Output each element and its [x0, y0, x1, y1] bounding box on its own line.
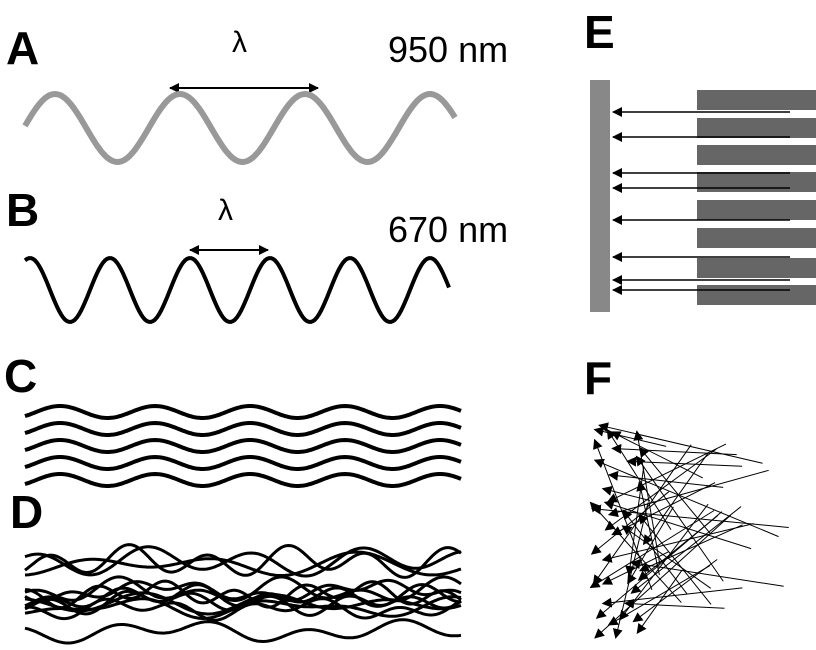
panel-label: C	[4, 350, 37, 402]
panel-label: E	[584, 6, 615, 58]
lambda-symbol: λ	[232, 26, 247, 59]
source-block	[697, 145, 816, 165]
wave	[25, 474, 461, 486]
wave	[25, 440, 461, 452]
ray-arrow	[595, 460, 779, 537]
source-block	[697, 285, 816, 305]
ray-arrow	[612, 448, 737, 454]
figure: A λ 950 nm B λ 670 nm C D E F	[0, 0, 816, 650]
source-block	[697, 118, 816, 138]
panel-label: D	[10, 486, 43, 538]
panel-label: A	[6, 22, 39, 74]
ray-arrow	[625, 603, 725, 608]
detector-bar	[590, 80, 610, 312]
ray-arrow	[612, 483, 715, 535]
waves	[25, 94, 461, 643]
page: {"panels": { "a": {"label": "A", "symbol…	[0, 0, 816, 650]
panel-label: B	[6, 184, 39, 236]
panel-f-graphics	[590, 425, 788, 638]
ray-arrow	[603, 489, 650, 501]
panel-label: F	[584, 352, 612, 404]
source-block	[697, 172, 816, 192]
wave	[25, 620, 461, 643]
ray-arrow	[633, 559, 717, 621]
wave	[25, 94, 455, 162]
panel-e-graphics	[613, 90, 816, 305]
ray-arrow	[623, 510, 687, 594]
ray-arrow	[599, 425, 762, 463]
wave	[25, 258, 449, 322]
source-block	[697, 258, 816, 278]
wave	[25, 423, 461, 435]
wave	[25, 457, 461, 469]
wavelength-label: 670 nm	[388, 209, 508, 250]
wave	[25, 406, 461, 418]
source-block	[697, 228, 816, 248]
source-block	[697, 90, 816, 110]
wavelength-label: 950 nm	[388, 29, 508, 70]
ray-arrow	[636, 456, 723, 581]
lambda-symbol: λ	[218, 194, 233, 227]
source-block	[697, 200, 816, 220]
ray-arrow	[627, 461, 742, 466]
